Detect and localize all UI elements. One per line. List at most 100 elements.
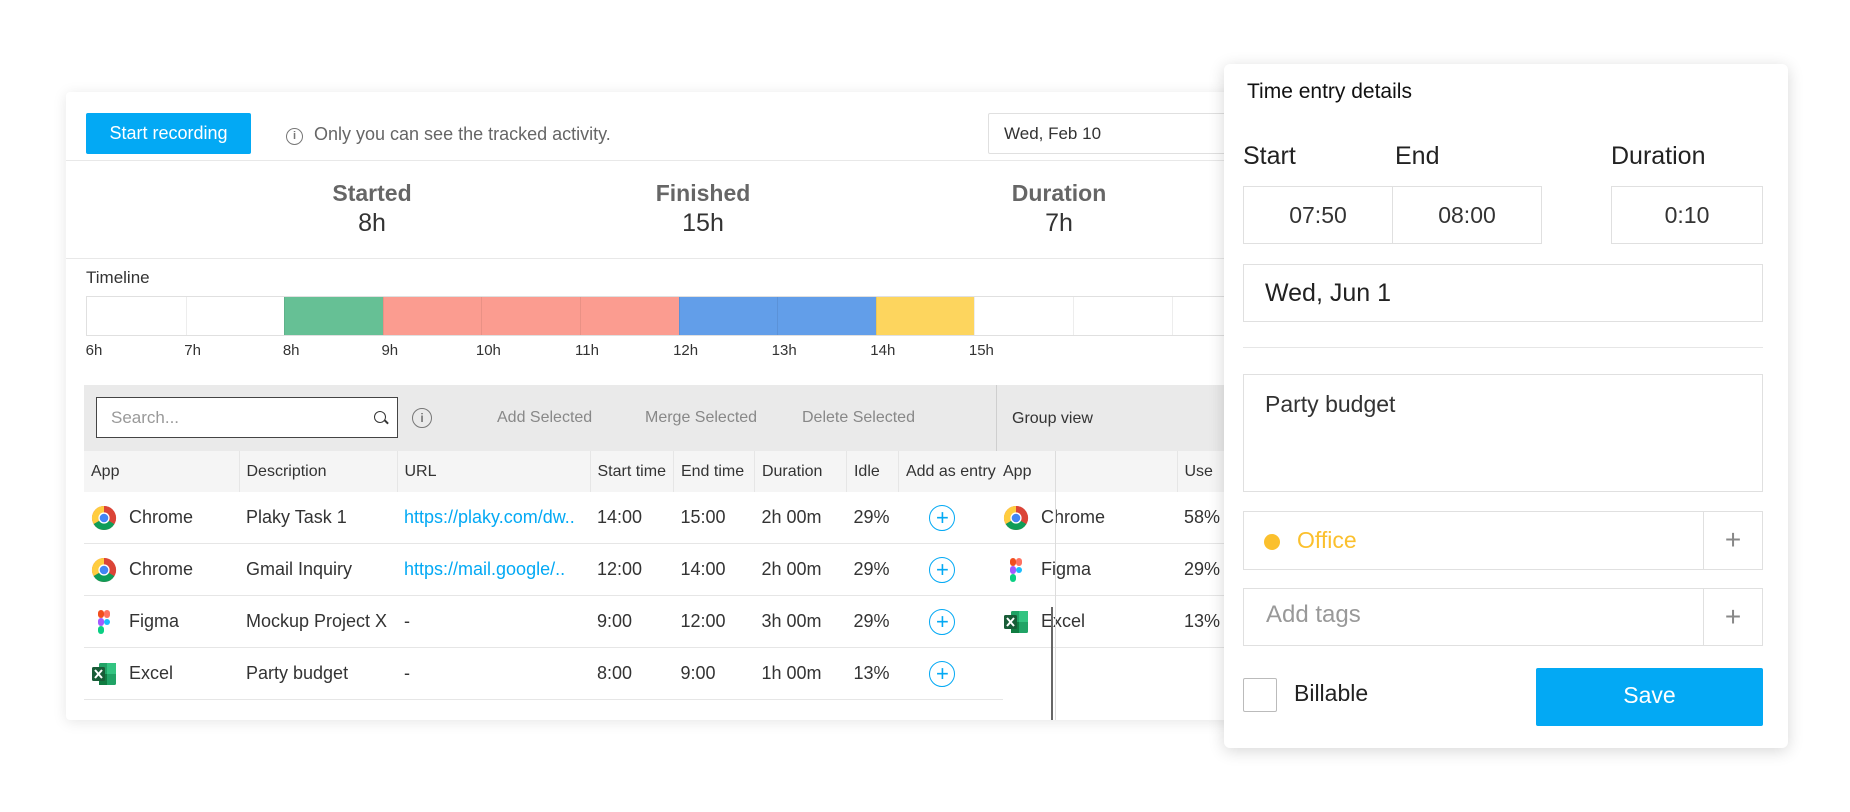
tags-input[interactable]: Add tags + bbox=[1243, 588, 1763, 646]
column-header[interactable]: End time bbox=[673, 451, 755, 492]
start-time-input[interactable]: 07:50 bbox=[1243, 186, 1393, 244]
merge-selected-button[interactable]: Merge Selected bbox=[645, 409, 758, 426]
billable-label: Billable bbox=[1294, 680, 1369, 706]
group-row[interactable]: Excel 13% bbox=[996, 595, 1246, 648]
end-time-cell: 14:00 bbox=[673, 543, 755, 596]
url-link[interactable]: https://plaky.com/dw.. bbox=[397, 492, 590, 544]
end-time-input[interactable]: 08:00 bbox=[1392, 186, 1542, 244]
group-row[interactable]: Chrome 58% bbox=[996, 492, 1246, 544]
idle-cell: 29% bbox=[846, 595, 899, 648]
group-row[interactable]: Figma 29% bbox=[996, 543, 1246, 596]
timeline-gridline bbox=[678, 297, 680, 335]
app-cell-content: Excel bbox=[91, 661, 232, 687]
duration-label: Duration bbox=[1611, 142, 1706, 170]
timeline-gridline bbox=[185, 297, 187, 335]
chrome-icon bbox=[91, 505, 117, 531]
timeline-tick: 11h bbox=[575, 342, 599, 359]
table-row[interactable]: Figma Mockup Project X -9:00 12:00 3h 00m 29%… bbox=[84, 595, 1003, 648]
column-header[interactable]: Start time bbox=[590, 451, 674, 492]
timeline-segment[interactable] bbox=[382, 297, 679, 335]
summary-started: Started 8h bbox=[272, 180, 472, 238]
column-header[interactable]: Description bbox=[239, 451, 398, 492]
add-entry-icon[interactable]: + bbox=[929, 504, 956, 531]
project-select[interactable]: Office + bbox=[1243, 511, 1763, 570]
billable-checkbox[interactable] bbox=[1243, 678, 1277, 712]
scrollbar[interactable] bbox=[1051, 607, 1053, 720]
column-header[interactable]: Idle bbox=[846, 451, 899, 492]
app-cell-content: Chrome bbox=[91, 505, 232, 531]
app-name: Figma bbox=[129, 611, 180, 631]
timeline-track[interactable] bbox=[86, 296, 1246, 336]
app-cell: Excel bbox=[84, 647, 239, 700]
excel-icon bbox=[1003, 609, 1029, 635]
timeline-tick: 9h bbox=[381, 342, 399, 359]
start-recording-button[interactable]: Start recording bbox=[86, 113, 251, 154]
column-header[interactable]: Duration bbox=[754, 451, 847, 492]
start-time-cell: 9:00 bbox=[590, 595, 674, 648]
app-cell: Chrome bbox=[84, 543, 239, 596]
chrome-icon bbox=[1003, 505, 1029, 531]
timeline-gridline bbox=[284, 297, 286, 335]
save-button[interactable]: Save bbox=[1536, 668, 1763, 726]
date-picker[interactable]: Wed, Feb 10 bbox=[988, 113, 1246, 154]
table-row[interactable]: Excel Party budget -8:00 9:00 1h 00m 13% + bbox=[84, 647, 1003, 700]
timeline-gridline bbox=[777, 297, 779, 335]
date-input[interactable]: Wed, Jun 1 bbox=[1243, 264, 1763, 322]
started-label: Started bbox=[332, 180, 412, 206]
timeline-tick: 13h bbox=[771, 342, 797, 359]
group-column-header[interactable]: App bbox=[996, 451, 1178, 492]
timeline-segment[interactable] bbox=[875, 297, 975, 335]
started-value: 8h bbox=[358, 209, 386, 237]
search-icon[interactable] bbox=[374, 411, 386, 423]
timeline-gridline bbox=[481, 297, 483, 335]
delete-selected-button[interactable]: Delete Selected bbox=[802, 409, 915, 426]
duration-input[interactable]: 0:10 bbox=[1611, 186, 1763, 244]
info-icon: i bbox=[286, 128, 303, 145]
group-table: App Use Chrome 58% Figma 29% Excel 13% bbox=[996, 451, 1246, 648]
description-input[interactable]: Party budget bbox=[1243, 374, 1763, 492]
add-tag-icon[interactable]: + bbox=[1703, 589, 1762, 645]
timeline-gridline bbox=[974, 297, 976, 335]
timeline-gridline bbox=[580, 297, 581, 335]
idle-cell: 13% bbox=[846, 647, 899, 700]
add-selected-button[interactable]: Add Selected bbox=[497, 409, 593, 426]
timeline-segment[interactable] bbox=[678, 297, 876, 335]
info-note-text: Only you can see the tracked activity. bbox=[314, 124, 611, 144]
column-header[interactable]: App bbox=[84, 451, 240, 492]
table-row[interactable]: Chrome Gmail Inquiry https://mail.google/.… bbox=[84, 543, 1003, 596]
timeline-gridline bbox=[875, 297, 877, 335]
timeline-segment[interactable] bbox=[284, 297, 383, 335]
group-table-body: Chrome 58% Figma 29% Excel 13% bbox=[996, 492, 1246, 648]
top-bar: Start recording i Only you can see the tr… bbox=[66, 92, 1246, 161]
app-name: Chrome bbox=[129, 507, 194, 527]
end-label: End bbox=[1395, 142, 1440, 170]
finished-value: 15h bbox=[682, 209, 724, 237]
timeline-tick: 14h bbox=[870, 342, 896, 359]
column-header[interactable]: URL bbox=[397, 451, 591, 492]
summary-divider bbox=[66, 258, 1246, 259]
table-row[interactable]: Chrome Plaky Task 1 https://plaky.com/dw..… bbox=[84, 492, 1003, 544]
activity-table: App Description URL Start time End time Durat… bbox=[84, 451, 1003, 700]
duration-cell: 3h 00m bbox=[754, 595, 847, 648]
add-as-entry-cell: + bbox=[898, 543, 1003, 596]
table-body: Chrome Plaky Task 1 https://plaky.com/dw..… bbox=[84, 492, 1003, 700]
tags-placeholder: Add tags bbox=[1266, 601, 1361, 628]
search-placeholder: Search... bbox=[111, 408, 180, 427]
duration-cell: 1h 00m bbox=[754, 647, 847, 700]
group-view-bar: Group view bbox=[996, 385, 1246, 451]
add-entry-icon[interactable]: + bbox=[929, 660, 956, 687]
start-time-cell: 14:00 bbox=[590, 492, 674, 544]
column-header[interactable]: Add as entry bbox=[898, 451, 1003, 492]
add-entry-icon[interactable]: + bbox=[929, 608, 956, 635]
add-entry-icon[interactable]: + bbox=[929, 556, 956, 583]
duration-cell: 2h 00m bbox=[754, 492, 847, 544]
url-link[interactable]: https://mail.google/.. bbox=[397, 543, 590, 596]
timeline-gridline bbox=[382, 297, 384, 335]
group-header-row: App Use bbox=[996, 451, 1246, 492]
project-name: Office bbox=[1297, 527, 1357, 553]
info-icon[interactable]: i bbox=[412, 408, 432, 428]
add-project-icon[interactable]: + bbox=[1703, 512, 1762, 569]
search-input[interactable]: Search... bbox=[96, 397, 398, 438]
url-cell: - bbox=[397, 647, 590, 700]
app-name: Chrome bbox=[129, 559, 194, 579]
